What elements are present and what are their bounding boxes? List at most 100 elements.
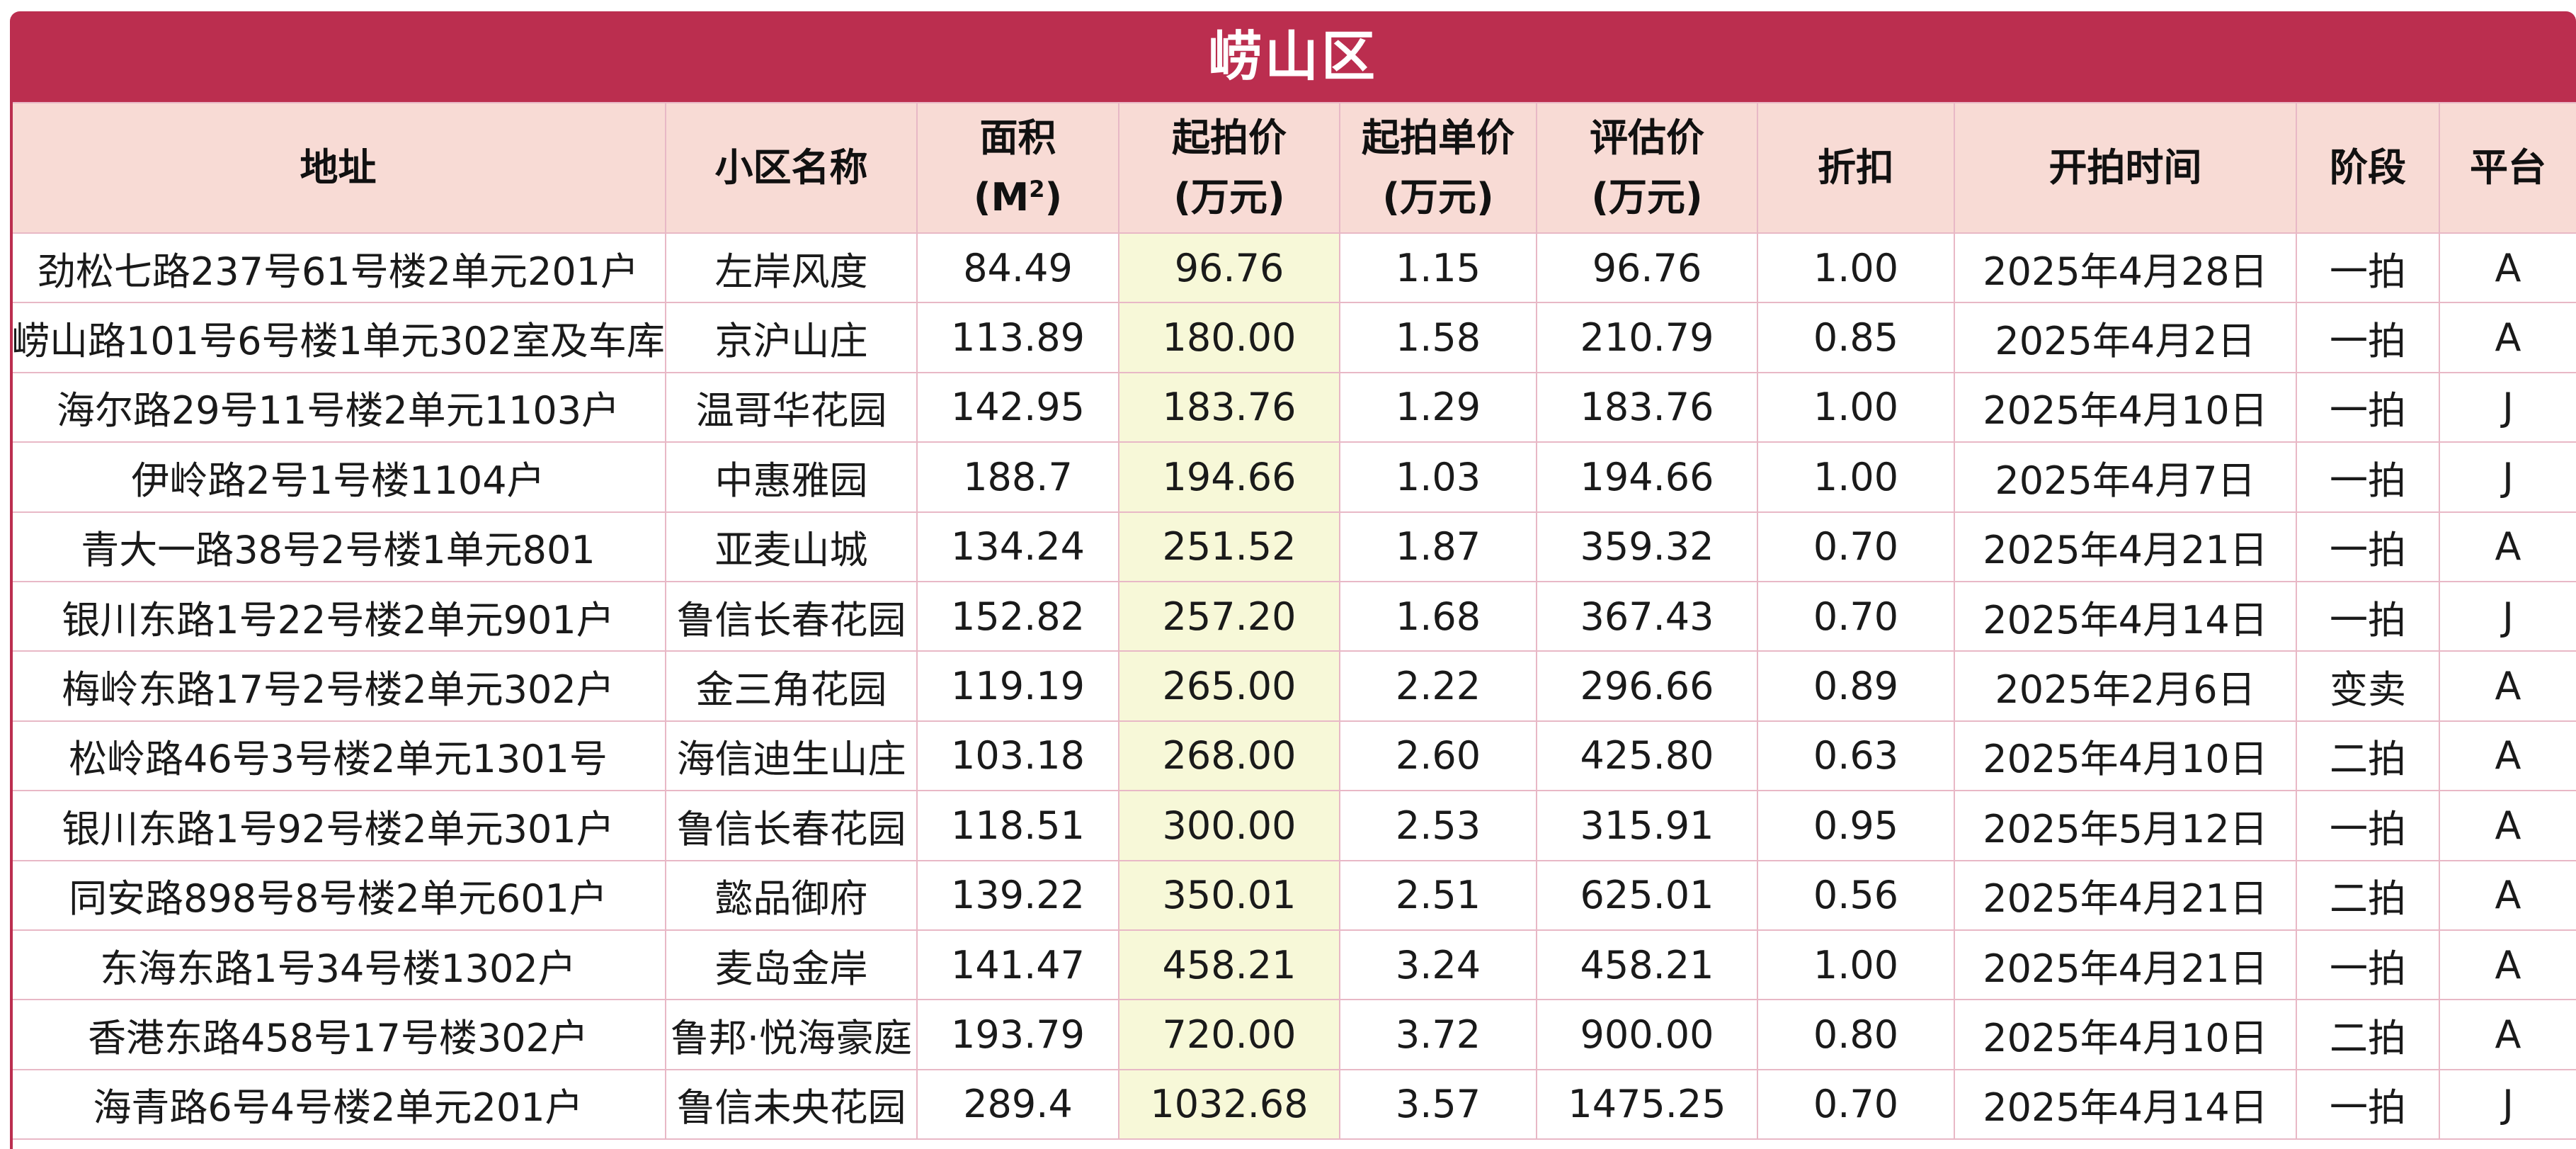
cell-stage: 二拍: [2296, 720, 2440, 792]
cell-community: 懿品御府: [665, 859, 918, 931]
district-title: 崂山区: [10, 11, 2576, 102]
header-unit-price: 起拍单价 (万元): [1339, 102, 1537, 234]
cell-start-price: 183.76: [1118, 371, 1340, 443]
cell-appraisal: 367.43: [1536, 580, 1758, 652]
cell-start-time: 2025年4月21日: [1954, 859, 2297, 931]
cell-discount: 0.89: [1757, 650, 1955, 722]
cell-area: 113.89: [916, 302, 1119, 373]
cell-start-time: 2025年4月28日: [1954, 232, 2297, 304]
cell-community: 海信迪生山庄: [665, 720, 918, 792]
cell-area: 142.95: [916, 371, 1119, 443]
cell-appraisal: 183.76: [1536, 371, 1758, 443]
cell-area: 139.22: [916, 859, 1119, 931]
table-row: 梅岭东路17号2号楼2单元302户 金三角花园 119.19 265.00 2.22 29…: [10, 650, 2576, 722]
cell-address: 银川东路1号22号楼2单元901户: [10, 580, 666, 652]
cell-platform: A: [2439, 859, 2576, 931]
table-row: 伊岭路2号1号楼1104户 中惠雅园 188.7 194.66 1.03 194.66 1.…: [10, 441, 2576, 513]
cell-start-time: 2025年4月21日: [1954, 511, 2297, 582]
cell-unit-price: 2.53: [1339, 790, 1537, 861]
cell-appraisal: 458.21: [1536, 929, 1758, 1001]
cell-stage: 二拍: [2296, 859, 2440, 931]
cell-start-time: 2025年4月7日: [1954, 441, 2297, 513]
cell-start-price: 1032.68: [1118, 1068, 1340, 1140]
cell-stage: 一拍: [2296, 1068, 2440, 1140]
cell-unit-price: 3.72: [1339, 999, 1537, 1070]
cell-appraisal: 210.79: [1536, 302, 1758, 373]
cell-community: 亚麦山城: [665, 511, 918, 582]
cell-area: 118.51: [916, 790, 1119, 861]
cell-address: 东海东路1号34号楼1302户: [10, 929, 666, 1001]
cell-community: 左岸风度: [665, 232, 918, 304]
cell-discount: 0.95: [1757, 790, 1955, 861]
cell-appraisal: 1475.25: [1536, 1068, 1758, 1140]
cell-platform: A: [2439, 302, 2576, 373]
cell-community: 金三角花园: [665, 650, 918, 722]
cell-area: 119.19: [916, 650, 1119, 722]
cell-area: 193.79: [916, 999, 1119, 1070]
cell-platform: A: [2439, 232, 2576, 304]
cell-appraisal: 359.32: [1536, 511, 1758, 582]
cell-unit-price: 2.60: [1339, 720, 1537, 792]
cell-unit-price: 1.15: [1339, 232, 1537, 304]
cell-stage: 二拍: [2296, 999, 2440, 1070]
cell-unit-price: 1.03: [1339, 441, 1537, 513]
cell-community: 鲁信长春花园: [665, 790, 918, 861]
cell-start-time: 2025年4月2日: [1954, 302, 2297, 373]
cell-area: 103.18: [916, 720, 1119, 792]
cell-platform: A: [2439, 511, 2576, 582]
cell-address: 青大一路38号2号楼1单元801: [10, 511, 666, 582]
table-row: 崂山路101号6号楼1单元302室及车库 京沪山庄 113.89 180.00 1.58…: [10, 302, 2576, 373]
cell-platform: J: [2439, 441, 2576, 513]
cell-discount: 1.00: [1757, 929, 1955, 1001]
header-community: 小区名称: [665, 102, 918, 234]
header-stage: 阶段: [2296, 102, 2440, 234]
cell-community: 鲁信长春花园: [665, 580, 918, 652]
cell-start-time: 2025年5月12日: [1954, 790, 2297, 861]
cell-unit-price: 2.51: [1339, 859, 1537, 931]
cell-start-time: 2025年4月10日: [1954, 371, 2297, 443]
header-platform: 平台: [2439, 102, 2576, 234]
cell-stage: 一拍: [2296, 441, 2440, 513]
cell-stage: 变卖: [2296, 650, 2440, 722]
cell-start-price: 180.00: [1118, 302, 1340, 373]
cell-community: 鲁邦·悦海豪庭: [665, 999, 918, 1070]
cell-platform: A: [2439, 720, 2576, 792]
cell-start-price: 720.00: [1118, 999, 1340, 1070]
cell-discount: 1.00: [1757, 232, 1955, 304]
cell-address: 伊岭路2号1号楼1104户: [10, 441, 666, 513]
cell-discount: 0.85: [1757, 302, 1955, 373]
cell-stage: 一拍: [2296, 511, 2440, 582]
cell-stage: 一拍: [2296, 371, 2440, 443]
cell-discount: 0.80: [1757, 999, 1955, 1070]
cell-address: 海青路6号4号楼2单元201户: [10, 1068, 666, 1140]
cell-unit-price: 3.57: [1339, 1068, 1537, 1140]
header-address: 地址: [10, 102, 666, 234]
table-row: 劲松七路237号61号楼2单元201户 左岸风度 84.49 96.76 1.15 96.…: [10, 232, 2576, 304]
cell-stage: 一拍: [2296, 232, 2440, 304]
cell-start-price: 458.21: [1118, 929, 1340, 1001]
cell-platform: J: [2439, 371, 2576, 443]
cell-platform: A: [2439, 790, 2576, 861]
header-row: 地址 小区名称 面积 (M2) 起拍价 (万元) 起拍单价 (万元) 评估价 (…: [10, 102, 2576, 234]
cell-community: 京沪山庄: [665, 302, 918, 373]
cell-start-price: 251.52: [1118, 511, 1340, 582]
cell-community: 温哥华花园: [665, 371, 918, 443]
cell-start-price: 268.00: [1118, 720, 1340, 792]
cell-address: 崂山路101号6号楼1单元302室及车库: [10, 302, 666, 373]
table-row: 香港东路458号17号楼302户 鲁邦·悦海豪庭 193.79 720.00 3.72 9…: [10, 999, 2576, 1070]
table-row: 东海东路1号34号楼1302户 麦岛金岸 141.47 458.21 3.24 458.2…: [10, 929, 2576, 1001]
left-border: [10, 102, 13, 1149]
cell-platform: A: [2439, 929, 2576, 1001]
header-start-price: 起拍价 (万元): [1118, 102, 1340, 234]
header-discount: 折扣: [1757, 102, 1955, 234]
table-row: 青大一路38号2号楼1单元801 亚麦山城 134.24 251.52 1.87 359.…: [10, 511, 2576, 582]
cell-area: 84.49: [916, 232, 1119, 304]
cell-unit-price: 1.58: [1339, 302, 1537, 373]
cell-discount: 0.70: [1757, 580, 1955, 652]
table-body: 劲松七路237号61号楼2单元201户 左岸风度 84.49 96.76 1.15 96.…: [10, 232, 2576, 1140]
cell-area: 152.82: [916, 580, 1119, 652]
cell-appraisal: 625.01: [1536, 859, 1758, 931]
cell-address: 银川东路1号92号楼2单元301户: [10, 790, 666, 861]
cell-area: 141.47: [916, 929, 1119, 1001]
cell-stage: 一拍: [2296, 580, 2440, 652]
